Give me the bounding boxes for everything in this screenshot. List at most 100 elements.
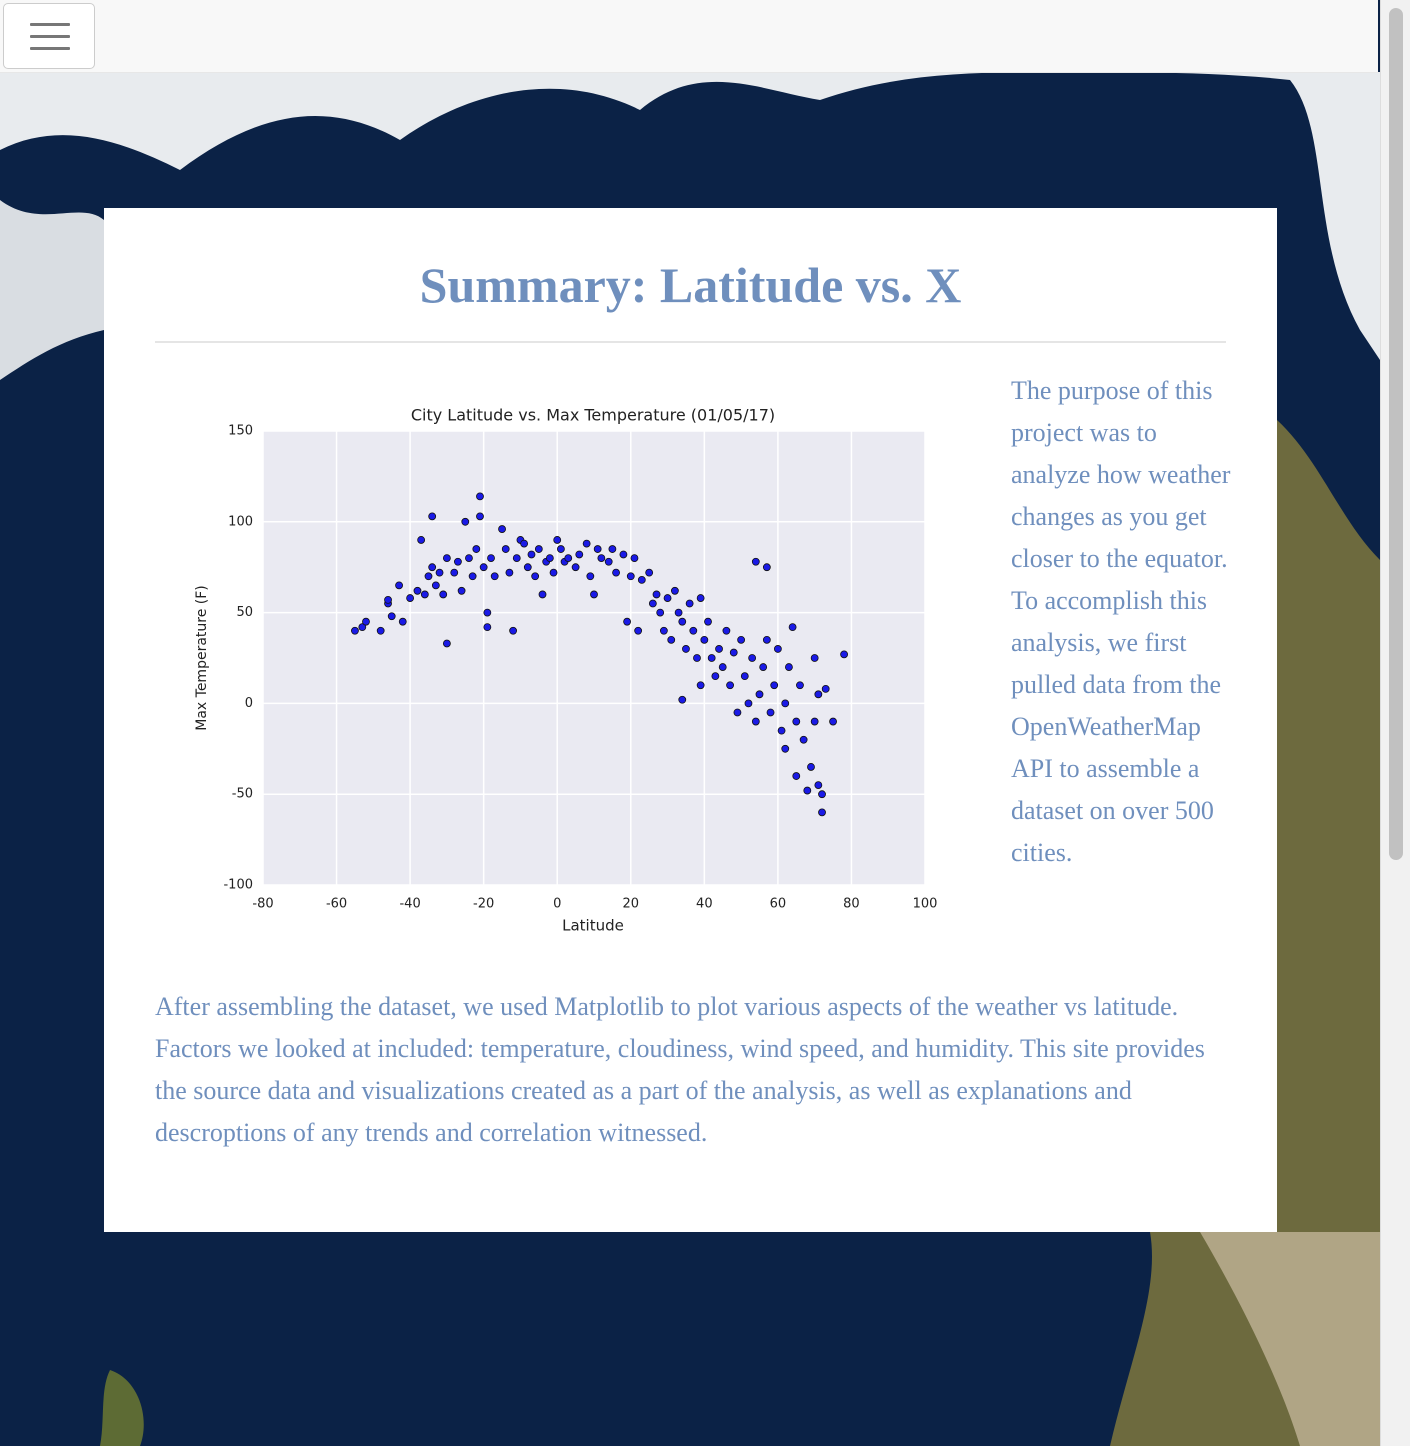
point <box>395 581 403 590</box>
point <box>659 626 668 635</box>
point <box>785 663 793 671</box>
point <box>821 684 830 693</box>
point <box>619 550 628 559</box>
point <box>700 635 709 644</box>
point <box>762 563 771 572</box>
point <box>630 554 639 563</box>
point <box>439 590 448 599</box>
point <box>726 681 734 690</box>
point <box>523 563 532 572</box>
point <box>792 717 801 726</box>
x-tick-label: -20 <box>473 897 494 912</box>
point <box>663 594 672 602</box>
point <box>362 617 370 626</box>
point <box>799 735 808 744</box>
x-tick-label: 0 <box>553 897 561 912</box>
point <box>637 576 646 584</box>
point <box>715 645 723 653</box>
point <box>626 572 635 581</box>
point <box>696 594 705 602</box>
point <box>597 554 606 563</box>
point <box>755 690 764 699</box>
point <box>487 554 495 563</box>
menu-button[interactable] <box>3 3 95 69</box>
point <box>648 599 657 608</box>
x-tick-label: -40 <box>399 897 420 912</box>
summary-card: Summary: Latitude vs. X City Latitude vs… <box>104 208 1277 1232</box>
x-tick-label: -80 <box>252 897 273 912</box>
x-tick-label: 20 <box>623 897 640 912</box>
point <box>549 568 558 577</box>
point <box>468 572 477 581</box>
point <box>707 654 716 662</box>
point <box>424 572 433 581</box>
point <box>737 635 746 644</box>
y-tick-label: 150 <box>228 424 253 439</box>
point <box>814 690 823 699</box>
point <box>398 617 407 626</box>
point <box>674 608 683 617</box>
point <box>689 626 698 635</box>
point <box>454 557 462 566</box>
point <box>656 608 665 617</box>
point <box>810 654 819 662</box>
ice <box>0 72 1380 360</box>
point <box>781 699 790 708</box>
y-tick-label: 0 <box>245 696 253 711</box>
point <box>431 581 440 590</box>
point <box>435 568 444 577</box>
point <box>612 568 620 577</box>
x-tick-label: 60 <box>770 897 787 912</box>
point <box>704 617 712 626</box>
point <box>442 639 451 648</box>
x-tick-label: -60 <box>326 897 347 912</box>
point <box>553 536 562 544</box>
point <box>556 545 565 553</box>
scroll-thumb[interactable] <box>1389 8 1403 860</box>
point <box>711 672 720 681</box>
point <box>509 626 517 635</box>
point <box>803 786 812 795</box>
point <box>608 545 617 553</box>
point <box>740 672 749 681</box>
scrollbar[interactable] <box>1380 0 1410 1446</box>
y-tick-label: 50 <box>236 605 253 620</box>
point <box>512 554 521 563</box>
point <box>384 595 392 604</box>
point <box>505 568 514 577</box>
point <box>788 623 797 632</box>
point <box>623 617 632 626</box>
land <box>1110 420 1380 1446</box>
point <box>733 708 742 717</box>
chart: City Latitude vs. Max Temperature (01/05… <box>194 406 937 935</box>
point <box>744 699 753 708</box>
body-text: After assembling the dataset, we used Ma… <box>155 992 1205 1147</box>
point <box>667 635 676 644</box>
point <box>759 663 768 671</box>
point <box>476 492 484 501</box>
point <box>645 568 654 577</box>
point <box>718 663 727 671</box>
point <box>483 608 492 617</box>
point <box>538 590 547 599</box>
point <box>351 626 359 635</box>
point <box>693 654 701 662</box>
point <box>527 550 536 559</box>
point <box>520 539 529 548</box>
point <box>792 772 801 780</box>
point <box>442 554 451 563</box>
point <box>748 654 757 662</box>
point <box>751 557 760 566</box>
navbar <box>0 0 1378 73</box>
y-tick-label: -50 <box>232 787 253 802</box>
point <box>781 744 790 753</box>
side-text: The purpose of this project was to analy… <box>1011 376 1231 867</box>
point <box>479 563 488 572</box>
point <box>729 648 738 657</box>
point <box>590 590 598 599</box>
point <box>545 554 554 563</box>
point <box>682 645 690 653</box>
point <box>678 617 687 626</box>
point <box>457 586 466 595</box>
